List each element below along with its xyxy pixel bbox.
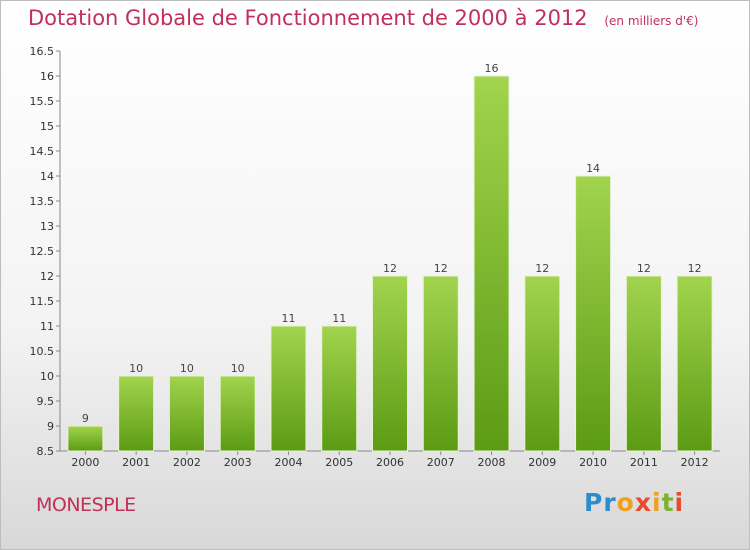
- data-label-2002: 10: [180, 362, 194, 375]
- y-tick-label: 11: [40, 320, 54, 333]
- title-text: Dotation Globale de Fonctionnement de 20…: [28, 6, 588, 30]
- y-tick-label: 12: [40, 270, 54, 283]
- bar-2006: [372, 275, 408, 452]
- brand-logo: Proxiti: [584, 488, 685, 517]
- x-tick-label-2008: 2008: [478, 456, 506, 469]
- x-tick-label-2005: 2005: [325, 456, 353, 469]
- bar-2007: [422, 275, 459, 452]
- data-label-2004: 11: [281, 312, 295, 325]
- data-label-2008: 16: [485, 62, 499, 75]
- y-tick-label: 16.5: [30, 45, 55, 58]
- bar-2005: [321, 325, 358, 452]
- chart-title: Dotation Globale de Fonctionnement de 20…: [28, 6, 698, 30]
- data-label-2007: 12: [434, 262, 448, 275]
- bar-2009: [524, 275, 561, 452]
- x-tick-label-2004: 2004: [274, 456, 302, 469]
- y-tick-label: 9.5: [37, 395, 55, 408]
- y-tick-label: 8.5: [37, 445, 55, 458]
- x-tick-label-2010: 2010: [579, 456, 607, 469]
- x-tick-label-2009: 2009: [528, 456, 556, 469]
- data-label-2012: 12: [688, 262, 702, 275]
- x-tick-label-2012: 2012: [681, 456, 709, 469]
- bar-2011: [625, 275, 662, 452]
- data-label-2006: 12: [383, 262, 397, 275]
- city-name: MONESPLE: [36, 494, 136, 516]
- bar-2000: [67, 425, 104, 452]
- bar-2003: [219, 375, 256, 452]
- data-label-2009: 12: [535, 262, 549, 275]
- y-tick-label: 16: [40, 70, 54, 83]
- bar-2002: [168, 375, 205, 452]
- x-tick-label-2006: 2006: [376, 456, 404, 469]
- bar-2010: [575, 175, 612, 452]
- y-tick-label: 10: [40, 370, 54, 383]
- y-tick-label: 13: [40, 220, 54, 233]
- x-tick-label-2007: 2007: [427, 456, 455, 469]
- x-tick-label-2000: 2000: [71, 456, 99, 469]
- data-label-2003: 10: [231, 362, 245, 375]
- x-tick-label-2002: 2002: [173, 456, 201, 469]
- data-label-2011: 12: [637, 262, 651, 275]
- data-label-2001: 10: [129, 362, 143, 375]
- y-tick-label: 14: [40, 170, 54, 183]
- y-tick-label: 15.5: [30, 95, 55, 108]
- y-tick-label: 15: [40, 120, 54, 133]
- data-label-2005: 11: [332, 312, 346, 325]
- x-tick-label-2011: 2011: [630, 456, 658, 469]
- y-tick-label: 14.5: [30, 145, 55, 158]
- y-tick-label: 9: [47, 420, 54, 433]
- x-tick-label-2001: 2001: [122, 456, 150, 469]
- bar-2004: [270, 325, 307, 452]
- y-tick-label: 10.5: [30, 345, 55, 358]
- y-tick-label: 13.5: [30, 195, 55, 208]
- bar-2012: [676, 275, 713, 452]
- y-tick-label: 12.5: [30, 245, 55, 258]
- data-label-2010: 14: [586, 162, 600, 175]
- bars: 9 10 10 10 11 11 12 12 16 12 14 12 12: [67, 62, 713, 452]
- bar-2001: [118, 375, 155, 452]
- y-tick-label: 11.5: [30, 295, 55, 308]
- x-tick-label-2003: 2003: [224, 456, 252, 469]
- bar-2008: [473, 75, 510, 452]
- data-label-2000: 9: [82, 412, 89, 425]
- unit-label: (en milliers d'€): [604, 14, 699, 28]
